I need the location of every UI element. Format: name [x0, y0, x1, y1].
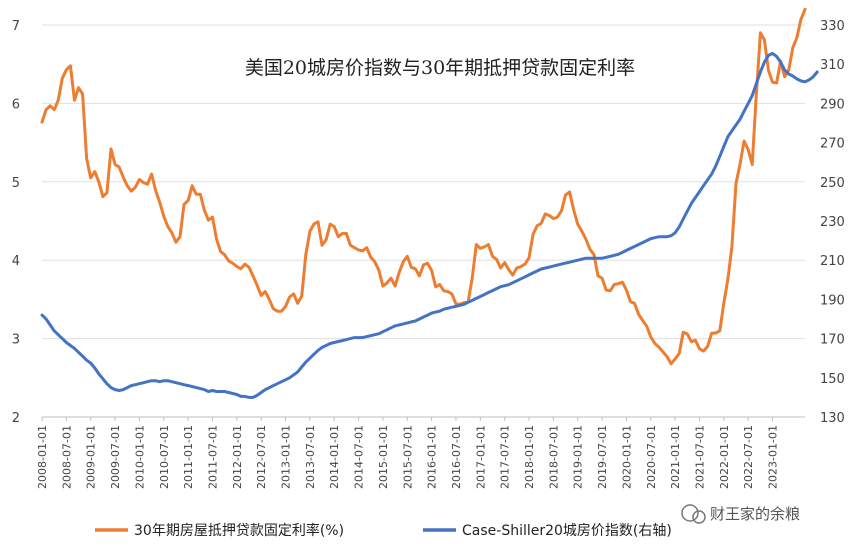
right-tick-label: 210	[820, 254, 845, 269]
watermark: 财王家的余粮	[681, 504, 800, 524]
x-tick-label: 2016-01-01	[426, 425, 439, 489]
right-tick-label: 270	[820, 137, 845, 152]
x-tick-label: 2012-01-01	[231, 425, 244, 489]
x-tick-label: 2015-01-01	[377, 425, 390, 489]
right-tick-label: 330	[820, 19, 845, 34]
x-tick-label: 2013-07-01	[304, 425, 317, 489]
x-tick-label: 2013-01-01	[280, 425, 293, 489]
series-line-rate	[40, 7, 807, 366]
watermark-text: 财王家的余粮	[710, 505, 800, 523]
right-tick-label: 250	[820, 176, 845, 191]
x-tick-label: 2019-07-01	[596, 425, 609, 489]
x-tick-label: 2009-01-01	[85, 425, 98, 489]
right-tick-label: 290	[820, 97, 845, 112]
x-tick-label: 2008-07-01	[60, 425, 73, 489]
x-tick-label: 2017-01-01	[474, 425, 487, 489]
left-tick-label: 7	[12, 19, 20, 34]
x-tick-label: 2017-07-01	[499, 425, 512, 489]
chart-title: 美国20城房价指数与30年期抵押贷款固定利率	[245, 57, 635, 79]
x-tick-label: 2022-07-01	[742, 425, 755, 489]
x-tick-label: 2021-07-01	[693, 425, 706, 489]
x-tick-label: 2018-01-01	[523, 425, 536, 489]
x-tick-label: 2016-07-01	[450, 425, 463, 489]
left-axis: 2 3 4 5 6 7	[12, 19, 20, 426]
x-tick-label: 2014-07-01	[353, 425, 366, 489]
wechat-icon	[681, 504, 699, 522]
x-tick-label: 2011-07-01	[206, 425, 219, 489]
x-tick-label: 2023-01-01	[767, 425, 780, 489]
x-tick-label: 2008-01-01	[36, 425, 49, 489]
x-tick-label: 2012-07-01	[255, 425, 268, 489]
wechat-icon-small	[692, 510, 706, 524]
right-tick-label: 190	[820, 293, 845, 308]
legend: 30年期房屋抵押贷款固定利率(%) Case-Shiller20城房价指数(右轴…	[95, 522, 672, 539]
x-tick-label: 2021-01-01	[669, 425, 682, 489]
legend-label-rate: 30年期房屋抵押贷款固定利率(%)	[134, 522, 344, 539]
x-tick-label: 2010-07-01	[158, 425, 171, 489]
right-tick-label: 170	[820, 333, 845, 348]
x-tick-label: 2014-01-01	[328, 425, 341, 489]
x-tick-label: 2018-07-01	[547, 425, 560, 489]
x-tick-label: 2010-01-01	[133, 425, 146, 489]
x-axis: 2008-01-01 2008-07-01 2009-01-01 2009-07-01…	[36, 417, 780, 489]
x-tick-label: 2020-07-01	[645, 425, 658, 489]
x-tick-label: 2020-01-01	[620, 425, 633, 489]
legend-label-index: Case-Shiller20城房价指数(右轴)	[462, 523, 672, 539]
right-tick-label: 150	[820, 372, 845, 387]
left-tick-label: 2	[12, 411, 20, 426]
right-axis: 130 150 170 190 210 230 250 270 290 310 330	[820, 19, 845, 426]
x-tick-label: 2009-07-01	[109, 425, 122, 489]
left-tick-label: 3	[12, 333, 20, 348]
left-tick-label: 5	[12, 176, 20, 191]
right-tick-label: 310	[820, 58, 845, 73]
right-tick-label: 230	[820, 215, 845, 230]
left-tick-label: 6	[12, 97, 20, 112]
x-tick-label: 2019-01-01	[572, 425, 585, 489]
grid-lines	[42, 24, 805, 418]
series-line-index	[40, 51, 819, 399]
x-tick-label: 2011-01-01	[182, 425, 195, 489]
x-tick-label: 2015-07-01	[401, 425, 414, 489]
left-tick-label: 4	[12, 254, 20, 269]
right-tick-label: 130	[820, 411, 845, 426]
series-lines	[40, 7, 819, 399]
x-tick-label: 2022-01-01	[718, 425, 731, 489]
